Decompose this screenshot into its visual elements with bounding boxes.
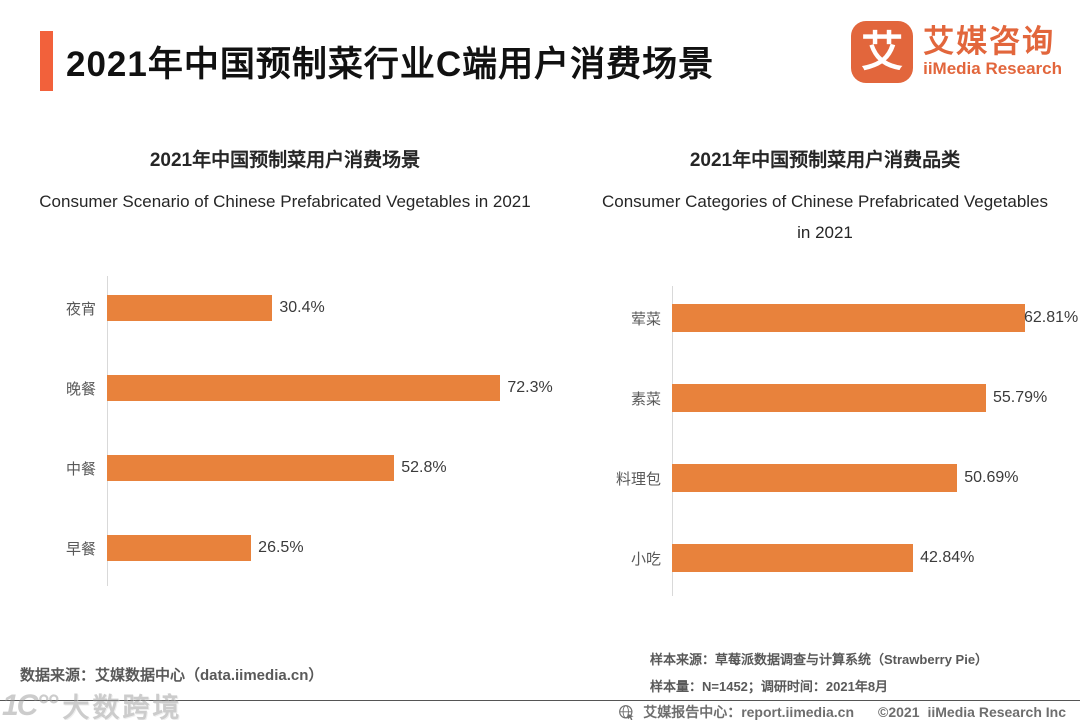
watermark-logo: 1C°° — [2, 688, 58, 720]
category-label: 荤菜 — [630, 310, 661, 328]
bar-row: 晚餐 72.3% — [40, 348, 564, 428]
category-label: 中餐 — [65, 460, 96, 478]
value-label: 26.5% — [258, 539, 304, 556]
data-source-note: 数据来源：艾媒数据中心（data.iimedia.cn） — [20, 667, 324, 684]
watermark: 1C°° 大数跨境 — [2, 686, 182, 720]
y-axis-line — [107, 276, 108, 586]
value-label: 42.84% — [920, 549, 975, 566]
bar-row: 中餐 52.8% — [40, 428, 564, 508]
globe-cursor-icon — [618, 704, 635, 720]
y-axis-line — [672, 286, 673, 596]
bar — [107, 295, 273, 321]
title-accent-bar — [40, 31, 53, 91]
bar-track: 52.8% — [107, 428, 564, 508]
bar-row: 夜宵 30.4% — [40, 268, 564, 348]
category-label: 早餐 — [65, 540, 96, 558]
bar — [672, 304, 1026, 332]
logo-name-en: iiMedia Research — [923, 58, 1062, 78]
bar-row: 素菜 55.79% — [580, 358, 1080, 438]
consumption-scenario-bar-chart: 夜宵 30.4% 晚餐 72.3% 中餐 52.8% 早餐 26.5% — [40, 268, 564, 588]
left-chart-header: 2021年中国预制菜用户消费场景 Consumer Scenario of Ch… — [25, 145, 545, 217]
footer-bar: 艾媒报告中心：report.iimedia.cn ©2021 iiMedia R… — [618, 702, 1066, 720]
page-title: 2021年中国预制菜行业C端用户消费场景 — [66, 45, 715, 84]
bar-track: 42.84% — [672, 518, 1080, 598]
right-chart-subtitle: Consumer Categories of Chinese Prefabric… — [601, 192, 1049, 242]
bar — [672, 464, 958, 492]
bar — [107, 535, 252, 561]
bar — [672, 384, 986, 412]
company-text: iiMedia Research Inc — [927, 704, 1066, 720]
bar-track: 62.81% — [672, 278, 1080, 358]
bar-row: 荤菜 62.81% — [580, 278, 1080, 358]
value-label: 62.81% — [1024, 309, 1079, 326]
left-chart-subtitle: Consumer Scenario of Chinese Prefabricat… — [39, 192, 531, 211]
value-label: 30.4% — [279, 299, 325, 316]
sample-info-note: 样本来源：草莓派数据调查与计算系统（Strawberry Pie） 样本量：N=… — [650, 646, 988, 700]
value-label: 50.69% — [964, 469, 1019, 486]
bar-track: 72.3% — [107, 348, 564, 428]
footer-divider — [0, 700, 1080, 701]
value-label: 52.8% — [401, 459, 447, 476]
copyright-text: ©2021 — [878, 704, 920, 720]
bar-row: 早餐 26.5% — [40, 508, 564, 588]
bar-track: 55.79% — [672, 358, 1080, 438]
category-label: 素菜 — [630, 390, 661, 408]
watermark-text: 大数跨境 — [62, 693, 183, 720]
bar — [107, 375, 501, 401]
logo-name-cn: 艾媒咨询 — [923, 23, 1056, 59]
consumption-category-bar-chart: 荤菜 62.81% 素菜 55.79% 料理包 50.69% 小吃 4 — [580, 278, 1080, 598]
value-label: 72.3% — [507, 379, 553, 396]
right-chart-title: 2021年中国预制菜用户消费品类 — [689, 150, 961, 171]
right-chart-header: 2021年中国预制菜用户消费品类 Consumer Categories of … — [595, 145, 1055, 248]
bar — [672, 544, 914, 572]
bar-track: 30.4% — [107, 268, 564, 348]
iimedia-logo: 艾 艾媒咨询 iiMedia Research — [851, 21, 1062, 83]
bar-track: 50.69% — [672, 438, 1080, 518]
value-label: 55.79% — [992, 389, 1048, 406]
left-chart-title: 2021年中国预制菜用户消费场景 — [149, 150, 421, 171]
bar — [107, 455, 395, 481]
bar-row: 小吃 42.84% — [580, 518, 1080, 598]
category-label: 小吃 — [630, 550, 661, 568]
report-center-text: 艾媒报告中心：report.iimedia.cn — [643, 704, 855, 720]
category-label: 夜宵 — [65, 300, 96, 318]
bar-track: 26.5% — [107, 508, 564, 588]
bar-row: 料理包 50.69% — [580, 438, 1080, 518]
category-label: 料理包 — [615, 470, 661, 488]
category-label: 晚餐 — [65, 380, 96, 398]
sample-size-line: 样本量：N=1452；调研时间：2021年8月 — [650, 679, 889, 694]
sample-source-line: 样本来源：草莓派数据调查与计算系统（Strawberry Pie） — [650, 652, 989, 667]
iimedia-logo-icon: 艾 — [851, 21, 914, 83]
